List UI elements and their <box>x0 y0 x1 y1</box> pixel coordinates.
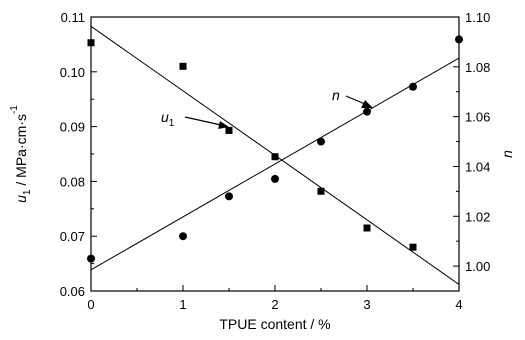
axis-labels: TPUE content / % u1 / MPa·cm·s-1 n <box>9 105 515 332</box>
x-axis-title: TPUE content / % <box>219 316 330 332</box>
data-point-u1 <box>87 39 95 47</box>
fit-line-n <box>90 57 460 271</box>
data-point-u1 <box>225 126 233 134</box>
y-right-axis-title: n <box>499 150 515 158</box>
data-point-u1 <box>409 243 417 251</box>
x-tick-label: 4 <box>455 297 462 312</box>
data-point-u1 <box>271 153 279 161</box>
annotation-arrow-u1 <box>184 116 222 126</box>
y-right-axis-title-text: n <box>499 150 515 158</box>
annotation-n: n <box>332 87 340 103</box>
axes: 0 1 2 3 4 0.06 0.07 0.08 0.09 0.10 0.11 1.00 1.02 1.0… <box>60 10 491 312</box>
annotation-arrowhead-u1 <box>218 121 229 129</box>
data-point-n <box>179 232 187 241</box>
y-right-tick-label: 1.10 <box>465 10 490 25</box>
y-left-tick-label: 0.08 <box>60 174 85 189</box>
y-left-tick-label: 0.11 <box>61 10 85 25</box>
data-point-n <box>87 254 95 263</box>
y-left-axis-title: u1 / MPa·cm·s-1 <box>9 105 33 203</box>
data-point-u1 <box>363 224 371 232</box>
x-tick-label: 3 <box>363 297 370 312</box>
annotation-u1: u1 <box>161 109 175 129</box>
x-tick-label: 0 <box>87 297 94 312</box>
data-point-n <box>409 82 417 91</box>
y-right-tick-label: 1.06 <box>465 110 490 125</box>
y-right-tick-label: 1.04 <box>465 159 490 174</box>
data-marks <box>87 35 463 263</box>
data-point-n <box>225 192 233 201</box>
x-tick-label: 2 <box>271 297 278 312</box>
data-point-u1 <box>317 187 325 195</box>
y-left-tick-label: 0.07 <box>60 229 85 244</box>
x-tick-label: 1 <box>179 297 186 312</box>
y-right-tick-label: 1.02 <box>465 209 490 224</box>
y-left-tick-label: 0.06 <box>60 284 85 299</box>
y-left-axis-title-text: u1 / MPa·cm·s-1 <box>9 105 33 203</box>
data-point-u1 <box>179 62 187 70</box>
y-left-tick-label: 0.09 <box>60 120 85 135</box>
data-point-n <box>455 35 463 44</box>
y-right-tick-label: 1.00 <box>465 259 490 274</box>
data-point-n <box>363 107 371 116</box>
annotations: u1 n <box>161 87 373 129</box>
annotation-arrowhead-n <box>361 100 373 108</box>
y-left-tick-label: 0.10 <box>60 65 85 80</box>
data-point-n <box>271 174 279 183</box>
annotation-arrow-n <box>345 95 366 105</box>
data-point-n <box>317 137 325 146</box>
y-right-tick-label: 1.08 <box>465 60 490 75</box>
